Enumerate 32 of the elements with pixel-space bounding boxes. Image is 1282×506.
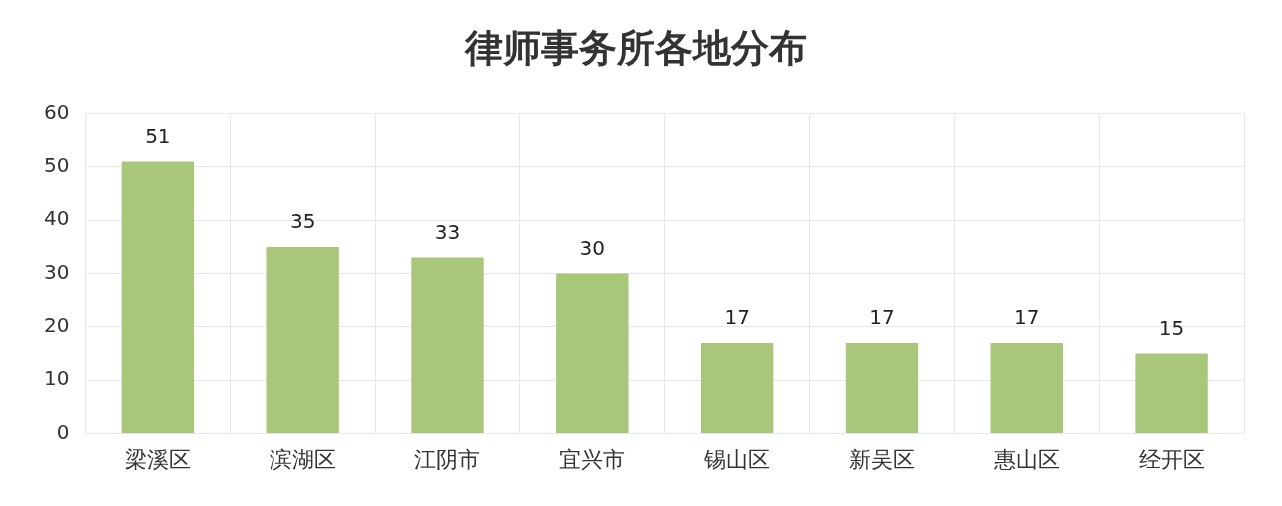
data-label: 17 [1014,305,1040,330]
bar [556,273,629,434]
y-tick-label: 40 [44,206,70,231]
y-tick-label: 50 [44,153,70,178]
data-label: 15 [1158,315,1185,340]
y-tick-label: 60 [44,99,70,124]
bar [990,342,1063,434]
data-label: 17 [869,305,895,330]
y-tick-label: 30 [44,259,70,284]
data-label: 30 [579,235,606,260]
y-tick-label: 0 [56,419,70,444]
chart-title: 律师事务所各地分布 [464,25,807,70]
bar [1135,353,1208,434]
data-label: 35 [289,209,316,234]
bar [845,342,919,434]
bar [700,342,774,434]
bar [411,257,484,434]
x-tick-label: 江阴市 [414,446,481,472]
data-label: 33 [434,219,461,244]
y-tick-label: 10 [44,366,70,391]
data-label: 51 [145,123,171,148]
y-tick-label: 20 [44,313,70,338]
x-tick-label: 宜兴市 [559,446,626,472]
x-tick-label: 新吴区 [848,446,915,472]
data-label: 17 [724,305,750,330]
x-tick-label: 锡山区 [703,446,771,472]
bar [266,246,339,434]
x-tick-label: 梁溪区 [124,446,191,472]
x-tick-label: 经开区 [1138,446,1205,472]
x-tick-label: 惠山区 [992,446,1060,472]
x-tick-label: 滨湖区 [269,446,336,472]
bar [121,161,195,434]
